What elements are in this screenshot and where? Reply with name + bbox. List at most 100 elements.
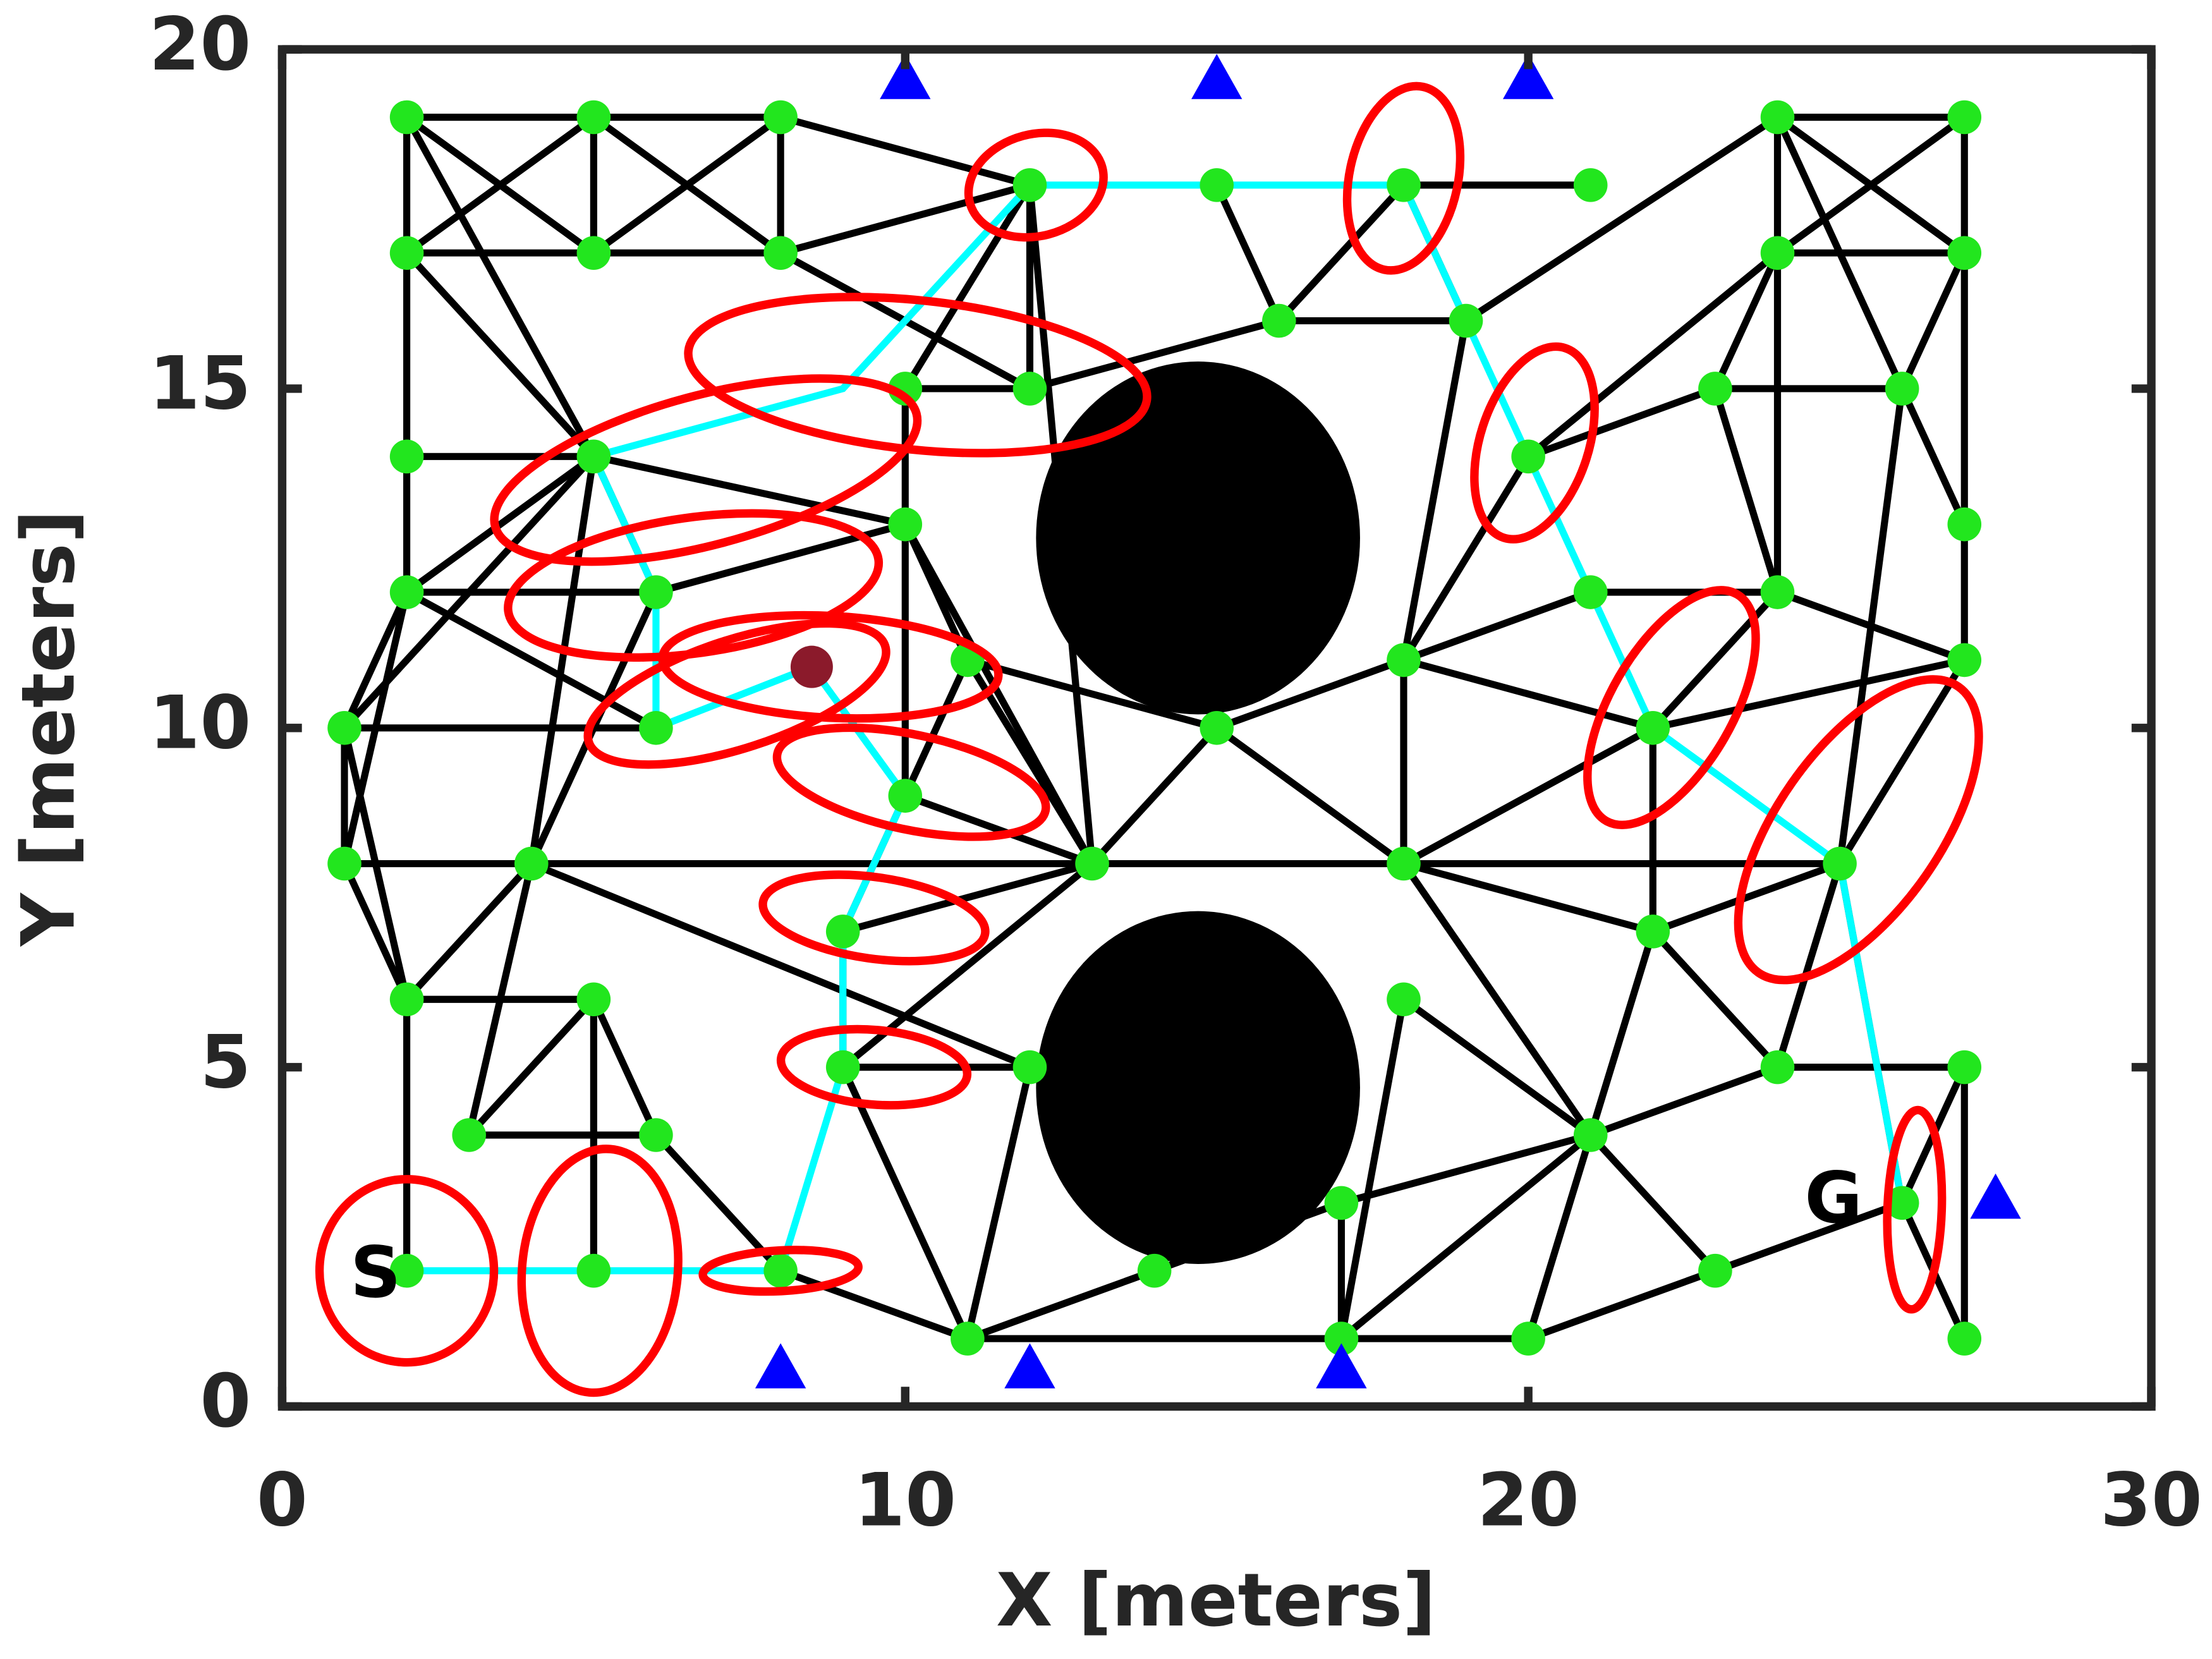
node [1387,846,1421,881]
edge [1213,183,1282,322]
edge [1714,1200,1904,1274]
landmark [1004,1343,1055,1389]
covariance-ellipse [1583,586,1760,829]
node [763,100,798,135]
node [576,982,611,1017]
edge [1401,861,1594,1138]
node [1012,1050,1047,1085]
covariance-ellipse [1342,82,1465,275]
edge [1276,183,1407,324]
node [389,575,424,609]
edge [404,453,596,595]
landmark [880,54,931,99]
edge [1775,114,1967,256]
edge [1402,657,1654,732]
edge [1524,1134,1595,1340]
node [389,439,424,474]
node [1885,1186,1919,1220]
edge [1776,588,1966,664]
covariance-ellipse [758,870,990,966]
node [1012,372,1047,406]
node [576,100,611,135]
node [452,1118,486,1152]
edge [1340,1131,1592,1206]
node [639,711,673,745]
edge [341,590,410,730]
node [1947,1050,1982,1085]
y-tick-label: 10 [149,681,252,766]
landmark [1970,1173,2021,1219]
node [1324,1322,1359,1356]
node [1511,1322,1545,1356]
node [1449,303,1483,338]
node [1387,643,1421,678]
node [639,575,673,609]
node [1698,1253,1732,1288]
node [327,711,362,745]
edge [341,862,410,1001]
annotation: G [1804,1157,1863,1239]
node [951,1322,985,1356]
edge [592,114,783,256]
x-tick-label: 20 [1477,1457,1579,1543]
node [1511,439,1545,474]
node [1075,846,1109,881]
covariance-ellipse [698,1246,863,1296]
edge [1711,387,1781,593]
covariance-ellipse [1734,675,1983,985]
edge [1028,317,1280,392]
covariance-ellipse [776,1024,972,1110]
node [1760,100,1795,135]
x-tick-label: 10 [854,1457,957,1543]
node [1947,507,1982,542]
y-tick-label: 5 [200,1019,252,1105]
edge [1651,860,1841,935]
edge [1337,999,1407,1340]
covariance-ellipse [684,293,1152,458]
x-axis-label: X [meters] [996,1558,1436,1643]
edge [964,1066,1033,1340]
node [576,439,611,474]
node [1573,1118,1608,1152]
edge [1401,454,1531,662]
robot-estimate [790,645,833,688]
node [1823,846,1857,881]
edge [1711,251,1781,391]
node [1947,100,1982,135]
node [1200,711,1234,745]
y-tick-label: 15 [149,341,252,427]
node [763,236,798,270]
edge [1774,862,1844,1069]
edge [1402,588,1592,664]
node [888,507,923,542]
node [1698,372,1732,406]
landmark [1316,1343,1367,1389]
node [1885,372,1919,406]
edge [590,997,660,1137]
edge [966,1267,1156,1342]
edge [1774,116,1905,391]
node [825,915,860,949]
edge [1401,996,1593,1138]
landmark [1191,54,1243,99]
edge [1588,1133,1718,1273]
edge [1650,929,1780,1070]
landmark [755,1343,806,1389]
covariance-ellipse [315,1175,499,1367]
node [1387,168,1421,202]
node [1760,236,1795,270]
edge [404,250,597,459]
covariance-ellipse [964,128,1108,242]
edge [1215,657,1405,732]
edge [1464,114,1780,324]
planned-path [406,181,1906,1275]
edge [1339,1132,1593,1342]
y-tick-label: 20 [149,2,252,87]
edge [902,183,1033,391]
edge [779,181,1031,257]
y-tick-label: 0 [200,1359,252,1444]
covariance-ellipse [1883,1105,1947,1314]
edge [466,997,597,1138]
edge [904,792,1093,867]
